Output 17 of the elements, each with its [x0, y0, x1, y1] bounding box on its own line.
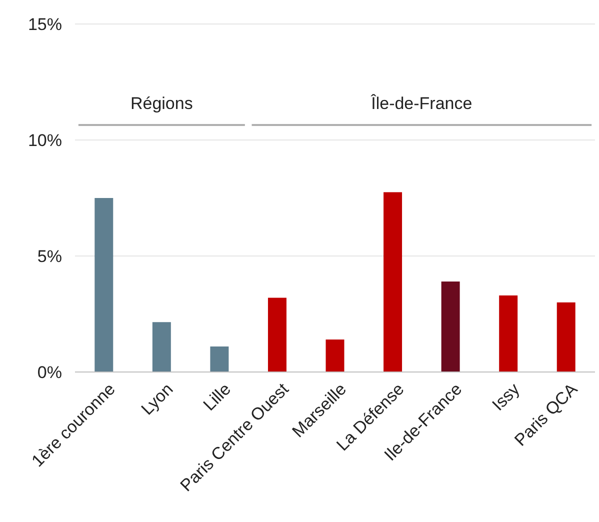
- y-tick-label: 15%: [28, 14, 62, 34]
- y-tick-label: 0%: [37, 362, 62, 382]
- x-tick-label: Issy: [488, 379, 524, 414]
- bar: [268, 298, 286, 372]
- bar: [384, 192, 402, 372]
- bar: [441, 282, 460, 372]
- bar: [499, 295, 518, 372]
- bar: [326, 340, 344, 372]
- annotation: Île-de-France: [370, 94, 472, 113]
- y-tick-label: 10%: [28, 130, 62, 150]
- bar: [152, 322, 171, 372]
- x-tick-label: Lille: [200, 380, 234, 414]
- y-tick-label: 5%: [37, 246, 62, 266]
- annotation: Régions: [130, 94, 193, 113]
- bar: [556, 302, 576, 372]
- bar: [210, 346, 229, 372]
- bar: [94, 198, 114, 372]
